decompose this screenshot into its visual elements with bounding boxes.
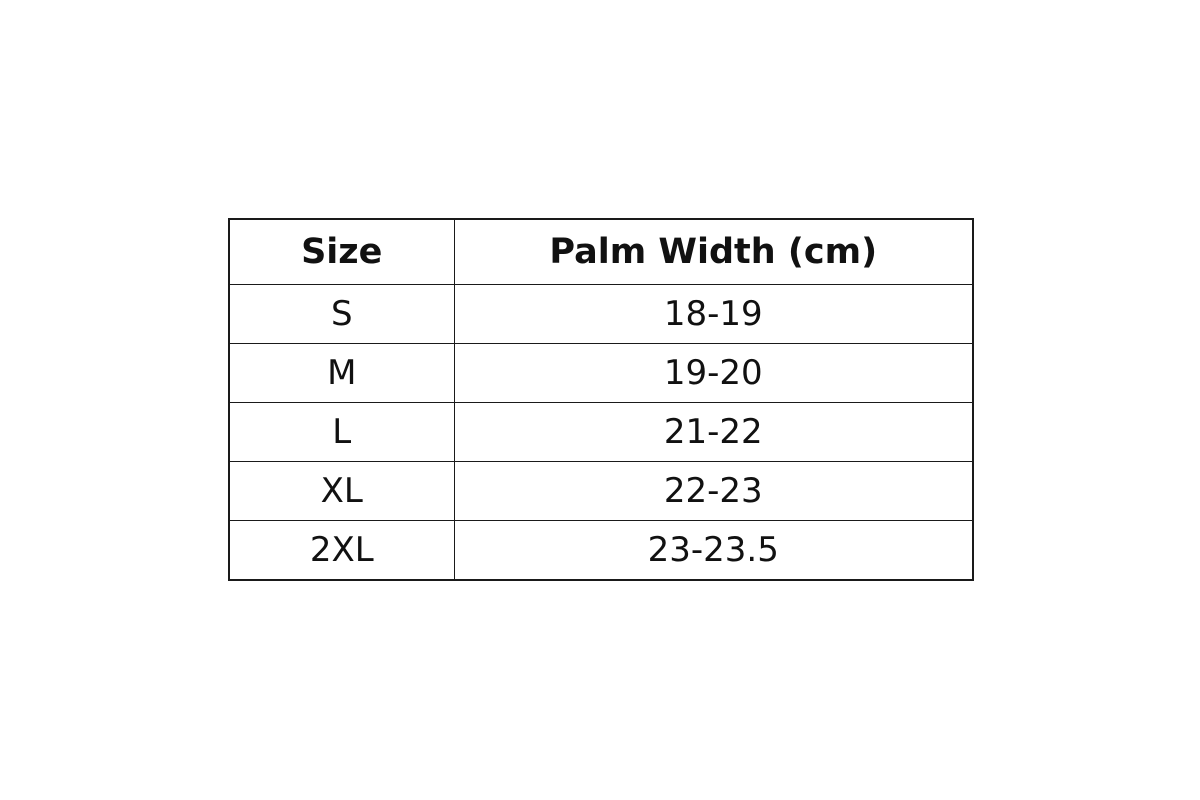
header-size: Size: [228, 218, 455, 285]
size-cell: M: [228, 343, 455, 403]
palm-width-cell: 22-23: [453, 461, 974, 521]
palm-width-cell: 23-23.5: [453, 520, 974, 581]
table-row: M 19-20: [228, 343, 974, 403]
size-cell: XL: [228, 461, 455, 521]
table-row: 2XL 23-23.5: [228, 520, 974, 581]
size-cell: L: [228, 402, 455, 462]
table-row: L 21-22: [228, 402, 974, 462]
size-chart-table: Size Palm Width (cm) S 18-19 M 19-20 L 2…: [228, 218, 974, 581]
palm-width-cell: 21-22: [453, 402, 974, 462]
header-row: Size Palm Width (cm): [228, 218, 974, 285]
size-cell: 2XL: [228, 520, 455, 581]
palm-width-cell: 19-20: [453, 343, 974, 403]
size-cell: S: [228, 284, 455, 344]
palm-width-cell: 18-19: [453, 284, 974, 344]
header-palm-width: Palm Width (cm): [453, 218, 974, 285]
table-row: XL 22-23: [228, 461, 974, 521]
table-row: S 18-19: [228, 284, 974, 344]
